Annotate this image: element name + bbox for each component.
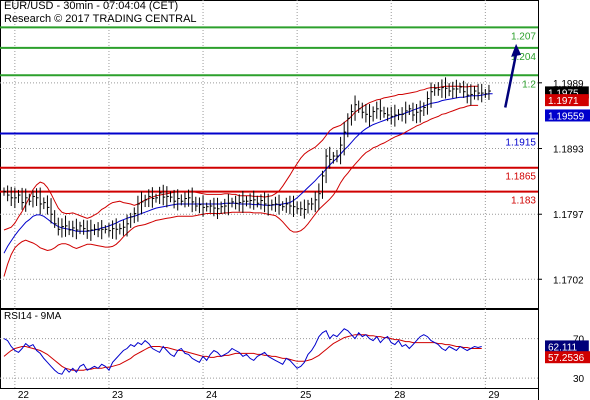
x-tick-label: 23 [112, 390, 124, 400]
y-tick-label: 1.1797 [553, 210, 584, 221]
price-tag-label: 1.1975 [548, 88, 579, 99]
x-tick-label: 22 [18, 390, 30, 400]
y-tick-label: 1.1989 [553, 79, 584, 90]
level-label: 1.1865 [505, 172, 536, 183]
level-label: 1.204 [511, 52, 536, 63]
level-label: 1.1915 [505, 137, 536, 148]
price-tag-box [545, 109, 590, 122]
chart-title: EUR/USD - 30min - 07:04:04 (CET) [4, 0, 179, 12]
rsi-panel-label: RSI14 - 9MA [4, 311, 62, 322]
price-tag-box [545, 94, 589, 107]
rsi-line [3, 328, 482, 375]
rsi-tick-label: 70 [573, 335, 585, 346]
projection-arrow [504, 53, 518, 108]
lower-band-line [3, 104, 479, 277]
x-tick-label: 29 [488, 390, 500, 400]
x-tick-label: 24 [206, 390, 218, 400]
x-tick-label: 25 [300, 390, 312, 400]
upper-band-line [3, 85, 479, 231]
price-tag-label: 1.19559 [548, 111, 585, 122]
y-tick-label: 1.1702 [553, 275, 584, 286]
moving-average-line [3, 93, 493, 254]
rsi-value-tag-box [545, 340, 589, 353]
price-bars [3, 77, 491, 241]
level-label: 1.183 [511, 196, 536, 207]
rsi-ma-line [3, 334, 482, 371]
rsi-value-tag-label: 62.111 [548, 342, 578, 353]
rsi-tick-label: 30 [573, 374, 585, 385]
price-panel-frame [0, 0, 539, 309]
rsi-value-tag-box [545, 351, 590, 364]
rsi-value-tag-label: 57.2536 [548, 353, 585, 364]
x-tick-label: 28 [394, 390, 406, 400]
level-label: 1.207 [511, 31, 536, 42]
y-tick-label: 1.1893 [553, 145, 584, 156]
price-tag-label: 1.1971 [548, 96, 579, 107]
level-label: 1.2 [522, 79, 536, 90]
chart-subtitle: Research © 2017 TRADING CENTRAL [4, 13, 197, 25]
projection-arrowhead [511, 43, 522, 57]
